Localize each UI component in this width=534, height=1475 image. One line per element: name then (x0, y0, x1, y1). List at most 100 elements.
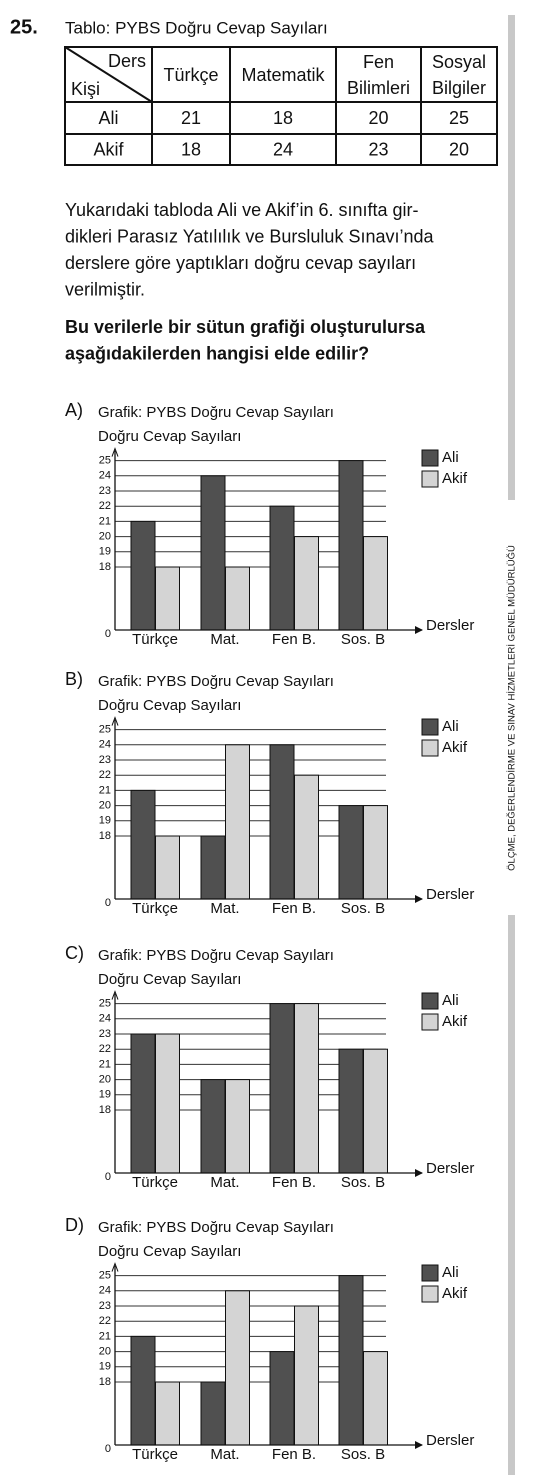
y-tick-label: 18 (99, 1376, 111, 1388)
y-tick-label: 21 (99, 1330, 111, 1342)
x-tick-label: Türkçe (132, 1174, 178, 1191)
bar (338, 1048, 364, 1174)
table-cell: 21 (181, 108, 201, 128)
table-cell: 24 (273, 139, 293, 159)
table-header: Türkçe (163, 65, 218, 85)
y-axis-label: Doğru Cevap Sayıları (98, 1243, 241, 1260)
x-tick-label: Türkçe (132, 1446, 178, 1463)
bar (363, 536, 388, 631)
legend-label: Akif (442, 1013, 468, 1030)
y-tick-label: 21 (99, 1058, 111, 1070)
y-axis-label: Doğru Cevap Sayıları (98, 428, 241, 445)
bar (269, 1003, 295, 1174)
x-axis-label: Dersler (426, 1160, 474, 1177)
bar (225, 566, 250, 631)
side-bar (508, 915, 515, 1475)
y-tick-label: 25 (99, 998, 111, 1010)
x-tick-label: Türkçe (132, 900, 178, 917)
table-cell: 25 (449, 108, 469, 128)
x-tick-label: Mat. (210, 631, 239, 648)
x-axis-label: Dersler (426, 1432, 474, 1449)
table-header: Matematik (241, 65, 325, 85)
y-tick-label: 22 (99, 1315, 111, 1327)
y-tick-label: 18 (99, 561, 111, 573)
x-tick-label: Fen B. (272, 1174, 316, 1191)
chart-title: Grafik: PYBS Doğru Cevap Sayıları (98, 947, 334, 964)
table-cell: 18 (181, 139, 201, 159)
chart-title: Grafik: PYBS Doğru Cevap Sayıları (98, 1219, 334, 1236)
legend-swatch (421, 449, 439, 467)
legend-swatch (421, 470, 439, 488)
y-tick-label: 22 (99, 500, 111, 512)
y-tick-label: 25 (99, 724, 111, 736)
legend-swatch (421, 1013, 439, 1031)
x-tick-label: Mat. (210, 1446, 239, 1463)
y-tick-label: 22 (99, 1043, 111, 1055)
bar (269, 505, 295, 631)
y-tick-label: 24 (99, 739, 111, 751)
table-header: Bilimleri (347, 78, 410, 98)
y-tick-label: 25 (99, 1270, 111, 1282)
paragraph-line: verilmiştir. (65, 279, 145, 299)
bar (130, 1033, 156, 1174)
y-tick-label: 21 (99, 515, 111, 527)
table-cell: 20 (449, 139, 469, 159)
table-header: Sosyal (432, 52, 486, 72)
paragraph-line: Yukarıdaki tabloda Ali ve Akif’in 6. sın… (65, 200, 419, 220)
legend-swatch (421, 1264, 439, 1282)
table-header: Bilgiler (432, 78, 486, 98)
axis-arrow (111, 716, 119, 726)
y-tick-label: 23 (99, 1028, 111, 1040)
bar (155, 566, 180, 631)
axis-arrow (415, 895, 423, 903)
y-axis-label: Doğru Cevap Sayıları (98, 971, 241, 988)
chart-title: Grafik: PYBS Doğru Cevap Sayıları (98, 404, 334, 421)
y-tick-label: 19 (99, 1089, 111, 1101)
axis-arrow (111, 990, 119, 1000)
paragraph-line: derslere göre yaptıkları doğru cevap say… (65, 253, 416, 273)
axis-arrow (111, 1262, 119, 1272)
x-tick-label: Sos. B (341, 631, 385, 648)
side-bar (508, 15, 515, 500)
y-tick-label: 20 (99, 1346, 111, 1358)
legend-label: Ali (442, 992, 459, 1009)
legend-label: Ali (442, 449, 459, 466)
bar (294, 1305, 319, 1446)
y-tick-label: 18 (99, 1104, 111, 1116)
axis-arrow (415, 1169, 423, 1177)
y-tick-label: 18 (99, 830, 111, 842)
x-tick-label: Türkçe (132, 631, 178, 648)
bar (269, 1351, 295, 1446)
legend-swatch (421, 718, 439, 736)
table-diagonal (64, 46, 153, 103)
side-text: ÖLÇME, DEĞERLENDİRME VE SINAV HİZMETLERİ… (507, 545, 518, 871)
legend-label: Akif (442, 739, 468, 756)
bar (225, 1079, 250, 1174)
table-header: Fen (363, 52, 394, 72)
axis-arrow (415, 626, 423, 634)
y-tick-label: 24 (99, 1285, 111, 1297)
bar (363, 1351, 388, 1446)
bar (130, 1335, 156, 1446)
axis-arrow (415, 1441, 423, 1449)
bar (155, 1381, 180, 1446)
bar (225, 744, 250, 900)
x-tick-label: Mat. (210, 900, 239, 917)
table-cell: 20 (368, 108, 388, 128)
x-tick-label: Fen B. (272, 631, 316, 648)
x-tick-label: Fen B. (272, 1446, 316, 1463)
prompt-line: Bu verilerle bir sütun grafiği oluşturul… (65, 317, 426, 337)
bar (200, 475, 226, 631)
chart-title: Grafik: PYBS Doğru Cevap Sayıları (98, 673, 334, 690)
table-cell: Akif (93, 139, 124, 159)
bar (200, 1079, 226, 1174)
y-tick-label: 20 (99, 531, 111, 543)
table-title: Tablo: PYBS Doğru Cevap Sayıları (65, 18, 328, 37)
bar (294, 536, 319, 631)
prompt-line: aşağıdakilerden hangisi elde edilir? (65, 343, 369, 363)
legend-swatch (421, 992, 439, 1010)
bar (200, 1381, 226, 1446)
y-tick-label: 25 (99, 455, 111, 467)
legend-label: Ali (442, 1264, 459, 1281)
